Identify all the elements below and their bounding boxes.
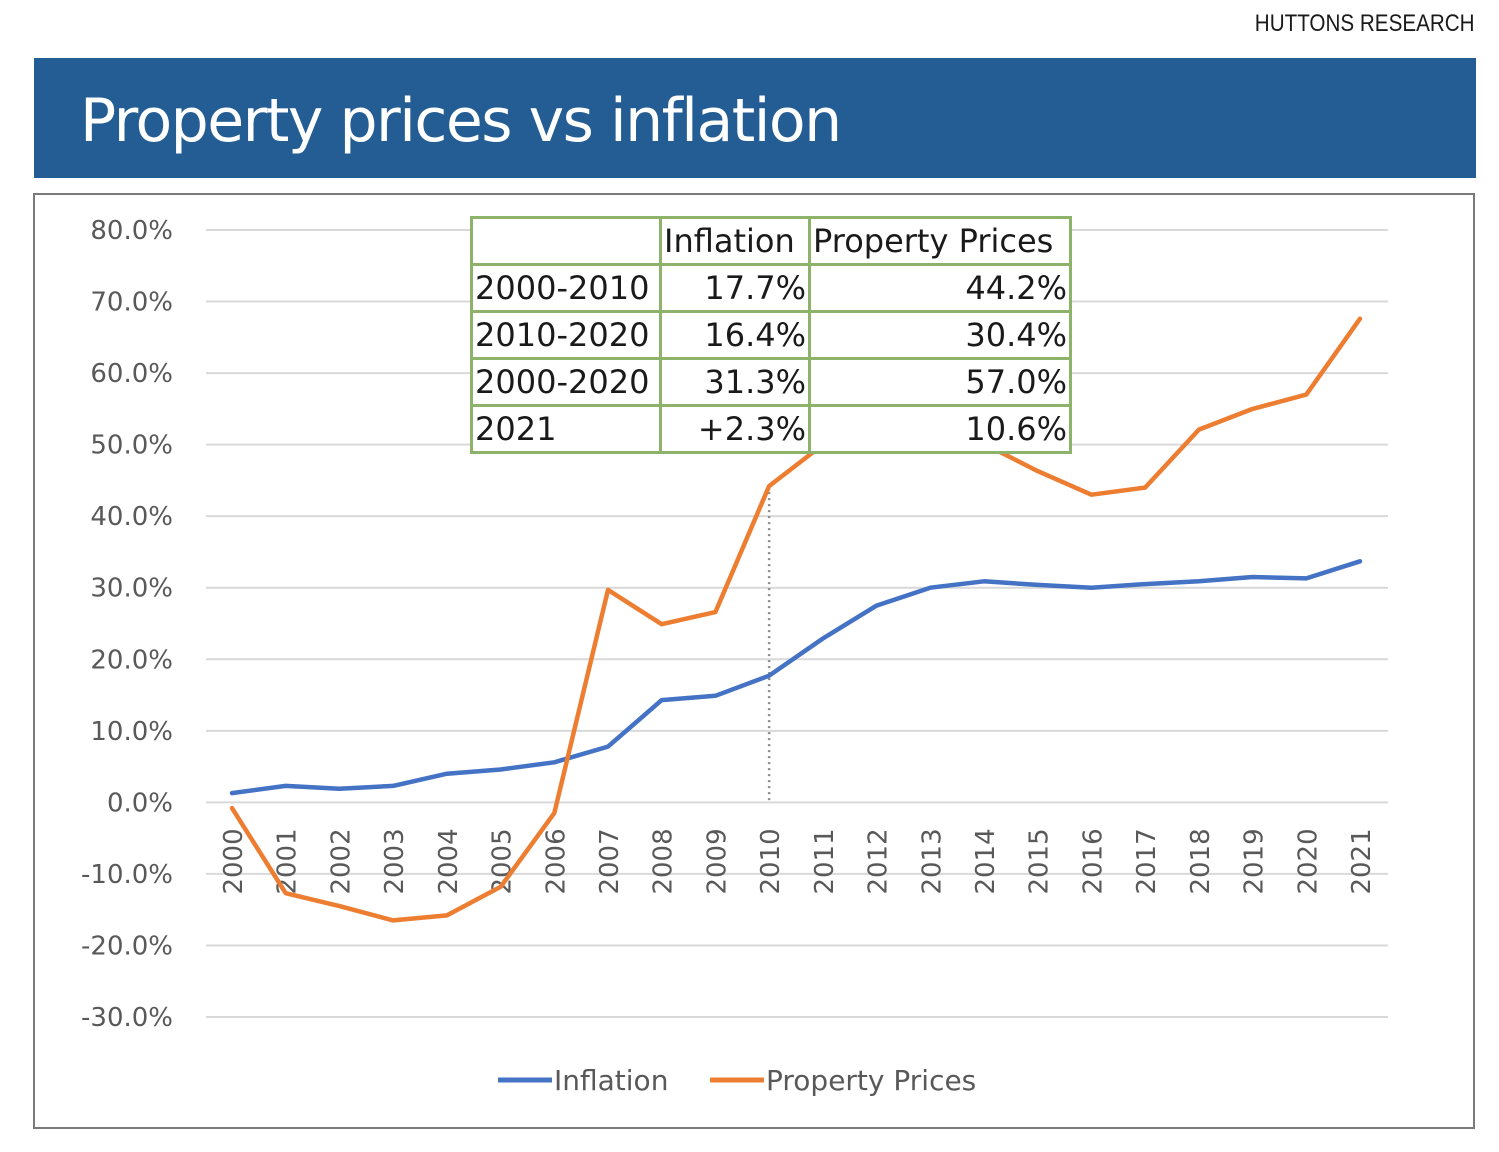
y-tick-label: 40.0% bbox=[90, 502, 173, 532]
x-tick-label: 2008 bbox=[649, 828, 679, 894]
y-tick-label: 60.0% bbox=[90, 359, 173, 389]
table-cell-property: 57.0% bbox=[808, 357, 1072, 407]
x-tick-label: 2003 bbox=[380, 828, 410, 894]
x-tick-label: 2014 bbox=[971, 828, 1001, 894]
table-cell-period: 2000-2010 bbox=[470, 263, 662, 313]
legend-label-inflation: Inflation bbox=[554, 1064, 668, 1097]
series-lines bbox=[229, 316, 1363, 923]
series-line-property-prices bbox=[229, 316, 1363, 923]
x-tick-label: 2018 bbox=[1186, 828, 1216, 894]
table-row: 2021 +2.3% 10.6% bbox=[470, 404, 1072, 454]
table-cell-property: 10.6% bbox=[808, 404, 1072, 454]
x-tick-label: 2020 bbox=[1293, 828, 1323, 894]
x-tick-label: 2006 bbox=[541, 828, 571, 894]
table-row: 2000-2020 31.3% 57.0% bbox=[470, 357, 1072, 407]
table-header-cell bbox=[470, 216, 662, 266]
x-axis-tick-labels: 2000 2001 2002 2003 2004 2005 2006 2007 2008 2009… bbox=[219, 828, 1377, 894]
y-tick-label: -30.0% bbox=[81, 1003, 173, 1033]
y-tick-label: 10.0% bbox=[90, 717, 173, 747]
x-tick-label: 2011 bbox=[810, 828, 840, 894]
x-tick-label: 2017 bbox=[1132, 828, 1162, 894]
y-tick-label: 50.0% bbox=[90, 431, 173, 461]
x-tick-label: 2009 bbox=[702, 828, 732, 894]
table-cell-inflation: 17.7% bbox=[659, 263, 811, 313]
title-banner: Property prices vs inflation bbox=[34, 58, 1476, 178]
legend: Inflation Property Prices bbox=[498, 1064, 976, 1097]
x-tick-label: 2004 bbox=[434, 828, 464, 894]
x-tick-label: 2002 bbox=[326, 828, 356, 894]
table-cell-inflation: +2.3% bbox=[659, 404, 811, 454]
table-cell-inflation: 31.3% bbox=[659, 357, 811, 407]
y-tick-label: 20.0% bbox=[90, 645, 173, 675]
table-row: 2000-2010 17.7% 44.2% bbox=[470, 263, 1072, 313]
brand-label: HUTTONS RESEARCH bbox=[1255, 10, 1475, 37]
legend-label-property: Property Prices bbox=[766, 1064, 976, 1097]
table-cell-period: 2021 bbox=[470, 404, 662, 454]
table-cell-property: 44.2% bbox=[808, 263, 1072, 313]
x-tick-label: 2007 bbox=[595, 828, 625, 894]
page-title: Property prices vs inflation bbox=[80, 86, 842, 156]
y-tick-label: 80.0% bbox=[90, 216, 173, 246]
summary-table: Inflation Property Prices 2000-2010 17.7… bbox=[470, 216, 1072, 454]
table-cell-period: 2010-2020 bbox=[470, 310, 662, 360]
x-tick-label: 2010 bbox=[756, 828, 786, 894]
x-tick-label: 2001 bbox=[273, 828, 303, 894]
x-tick-label: 2015 bbox=[1025, 828, 1055, 894]
x-tick-label: 2012 bbox=[864, 828, 894, 894]
y-axis-tick-labels: 80.0% 70.0% 60.0% 50.0% 40.0% 30.0% 20.0% 10.0%… bbox=[81, 216, 173, 1033]
y-tick-label: 30.0% bbox=[90, 574, 173, 604]
x-tick-label: 2016 bbox=[1078, 828, 1108, 894]
x-tick-label: 2019 bbox=[1240, 828, 1270, 894]
table-header-cell: Property Prices bbox=[808, 216, 1072, 266]
x-tick-label: 2021 bbox=[1347, 828, 1377, 894]
table-header-row: Inflation Property Prices bbox=[470, 216, 1072, 266]
x-tick-label: 2013 bbox=[917, 828, 947, 894]
y-tick-label: 70.0% bbox=[90, 288, 173, 318]
y-tick-label: -20.0% bbox=[81, 931, 173, 961]
series-line-inflation bbox=[229, 559, 1363, 796]
x-tick-label: 2000 bbox=[219, 828, 249, 894]
y-tick-label: 0.0% bbox=[107, 788, 173, 818]
table-row: 2010-2020 16.4% 30.4% bbox=[470, 310, 1072, 360]
table-cell-period: 2000-2020 bbox=[470, 357, 662, 407]
table-cell-property: 30.4% bbox=[808, 310, 1072, 360]
table-cell-inflation: 16.4% bbox=[659, 310, 811, 360]
table-header-cell: Inflation bbox=[659, 216, 811, 266]
y-tick-label: -10.0% bbox=[81, 860, 173, 890]
